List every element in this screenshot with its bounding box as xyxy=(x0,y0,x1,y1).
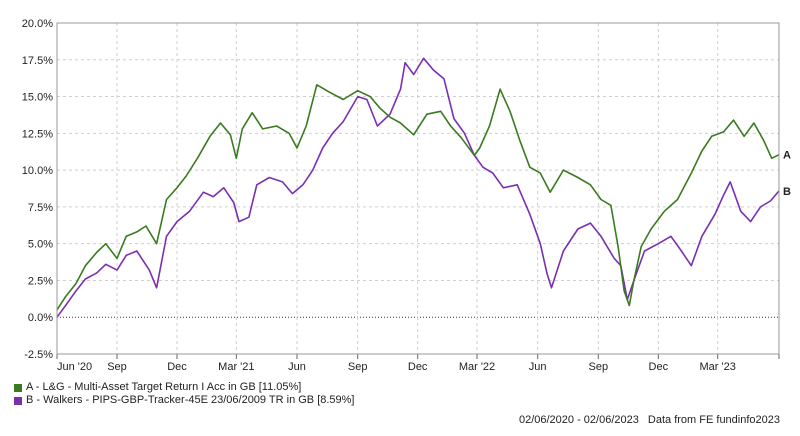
y-tick-label: 0.0% xyxy=(28,312,53,324)
x-tick-label: Dec xyxy=(167,361,187,373)
series-line-b xyxy=(56,57,780,318)
legend-swatch-b xyxy=(14,396,22,405)
legend-label-b: B - Walkers - PIPS-GBP-Tracker-45E 23/06… xyxy=(26,394,355,406)
y-tick-label: 5.0% xyxy=(28,239,53,251)
y-tick-label: 7.5% xyxy=(28,202,53,214)
x-tick-label: Dec xyxy=(649,361,669,373)
plot-area-border xyxy=(56,22,780,355)
legend-label-a: A - L&G - Multi-Asset Target Return I Ac… xyxy=(26,381,302,393)
x-tick-label: Jun '20 xyxy=(57,361,92,373)
x-tick-label: Mar '22 xyxy=(459,361,495,373)
legend: A - L&G - Multi-Asset Target Return I Ac… xyxy=(14,381,355,407)
x-tick-label: Sep xyxy=(589,361,609,373)
legend-swatch-a xyxy=(14,383,22,392)
series-layer: BA xyxy=(56,57,791,318)
y-tick-label: 20.0% xyxy=(22,18,53,30)
footer: 02/06/2020 - 02/06/2023 Data from FE fun… xyxy=(513,414,780,426)
x-tick-label: Jun xyxy=(288,361,306,373)
x-tick-label: Sep xyxy=(348,361,368,373)
y-axis-tick-labels: 20.0% 17.5% 15.0% 12.5% 10.0% 7.5% 5.0% 2.5% 0.0… xyxy=(22,18,53,361)
x-tick-label: Mar '21 xyxy=(218,361,254,373)
x-axis-tick-labels: Jun '20 Sep Dec Mar '21 Jun Sep Dec Mar '22 Jun S… xyxy=(57,361,736,373)
y-tick-label: 17.5% xyxy=(22,55,53,67)
x-tick-label: Jun xyxy=(529,361,547,373)
x-tick-label: Mar '23 xyxy=(700,361,736,373)
legend-item-a: A - L&G - Multi-Asset Target Return I Ac… xyxy=(14,381,355,394)
y-tick-label: 12.5% xyxy=(22,128,53,140)
performance-chart: 20.0% 17.5% 15.0% 12.5% 10.0% 7.5% 5.0% 2.5% 0.0… xyxy=(22,18,791,373)
x-tick-label: Dec xyxy=(408,361,428,373)
y-tick-label: -2.5% xyxy=(24,349,53,361)
y-tick-label: 10.0% xyxy=(22,165,53,177)
series-end-label-a: A xyxy=(783,150,791,162)
y-tick-label: 15.0% xyxy=(22,92,53,104)
footer-source: Data from FE fundinfo2023 xyxy=(647,414,780,426)
y-tick-label: 2.5% xyxy=(28,275,53,287)
series-end-label-b: B xyxy=(783,186,791,198)
x-tick-label: Sep xyxy=(107,361,127,373)
legend-item-b: B - Walkers - PIPS-GBP-Tracker-45E 23/06… xyxy=(14,394,355,407)
series-line-a xyxy=(56,84,780,311)
footer-date-range: 02/06/2020 - 02/06/2023 xyxy=(518,414,639,426)
grid-lines xyxy=(56,22,780,359)
